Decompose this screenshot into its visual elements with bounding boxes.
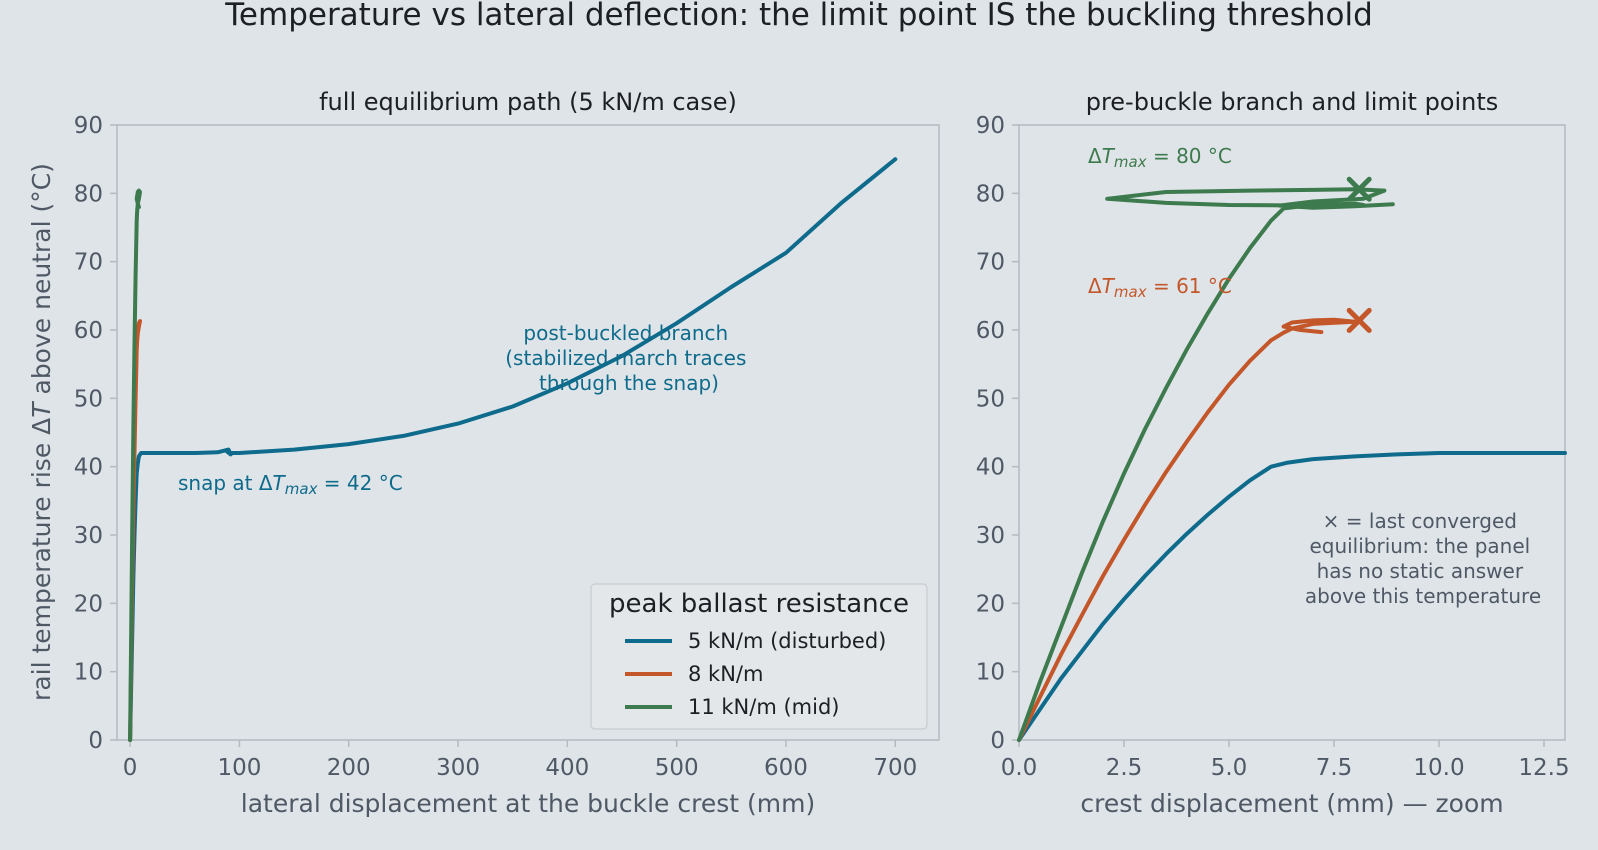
right-panel: pre-buckle branch and limit points 0.0 2.… bbox=[976, 88, 1570, 818]
left-series-lines bbox=[128, 157, 898, 742]
left-plot-frame bbox=[116, 124, 940, 741]
limit-marker-stroke bbox=[1346, 307, 1372, 333]
left-x-tick-label: 500 bbox=[655, 755, 699, 781]
limit-marker-stroke bbox=[1346, 176, 1372, 202]
post-buckled-annotation: post-buckled branch (stabilized march tr… bbox=[505, 321, 753, 395]
marker-explanation-line-2: equilibrium: the panel bbox=[1309, 534, 1530, 558]
annotation-11kn-part-1: Δ bbox=[1088, 144, 1102, 168]
snap-annotation-value: = 42 °C bbox=[317, 471, 402, 495]
right-plot-frame bbox=[1018, 124, 1566, 741]
left-x-tick-label: 200 bbox=[327, 755, 371, 781]
right-x-tick-label: 10.0 bbox=[1413, 755, 1464, 781]
left-y-axis-label: rail temperature rise ΔT above neutral (… bbox=[27, 163, 56, 701]
right-y-tick-label: 0 bbox=[990, 728, 1005, 754]
y-axis-label-part-1: rail temperature rise Δ bbox=[27, 418, 56, 701]
marker-explanation-line-4: above this temperature bbox=[1305, 584, 1541, 608]
right-x-tick-label: 12.5 bbox=[1518, 755, 1569, 781]
legend-label-8kn: 8 kN/m bbox=[688, 662, 763, 686]
left-x-tick-label: 100 bbox=[217, 755, 261, 781]
annotation-8kn-limit: ΔTmax = 61 °C bbox=[1088, 274, 1232, 301]
legend-title: peak ballast resistance bbox=[609, 589, 909, 619]
snap-annotation-part-1: snap at Δ bbox=[178, 471, 273, 495]
left-y-tick-label: 20 bbox=[74, 591, 103, 617]
annotation-8kn-value: = 61 °C bbox=[1147, 274, 1232, 298]
annotation-11kn-variable: T bbox=[1102, 144, 1116, 168]
right-x-tick-label: 2.5 bbox=[1106, 755, 1143, 781]
right-y-tick-label: 50 bbox=[976, 386, 1005, 412]
y-axis-label-variable: T bbox=[27, 401, 56, 418]
right-y-tick-label: 20 bbox=[976, 591, 1005, 617]
right-y-tick-label: 90 bbox=[976, 113, 1005, 139]
limit-point-markers bbox=[1346, 176, 1372, 333]
left-x-tick-label: 700 bbox=[873, 755, 917, 781]
left-x-tick-label: 400 bbox=[545, 755, 589, 781]
marker-explanation: × = last converged equilibrium: the pane… bbox=[1305, 509, 1541, 608]
right-series-8-kn-m bbox=[1017, 317, 1357, 742]
right-y-tick-label: 30 bbox=[976, 523, 1005, 549]
post-buckled-annotation-line-1: post-buckled branch bbox=[523, 321, 728, 345]
annotation-11kn-value: = 80 °C bbox=[1147, 144, 1232, 168]
snap-annotation: snap at ΔTmax = 42 °C bbox=[178, 471, 403, 498]
right-y-tick-label: 40 bbox=[976, 455, 1005, 481]
left-series-5-kn-m-disturbed bbox=[128, 157, 898, 742]
left-y-tick-label: 80 bbox=[74, 181, 103, 207]
right-x-tick-label: 7.5 bbox=[1316, 755, 1353, 781]
figure-title: Temperature vs lateral deflection: the l… bbox=[224, 0, 1373, 33]
limit-marker-8-kn-m bbox=[1346, 307, 1372, 333]
marker-explanation-line-3: has no static answer bbox=[1317, 559, 1524, 583]
right-panel-title: pre-buckle branch and limit points bbox=[1086, 88, 1499, 116]
right-y-tick-label: 10 bbox=[976, 660, 1005, 686]
left-x-tick-label: 600 bbox=[764, 755, 808, 781]
limit-marker-11-kn-m-mid bbox=[1346, 176, 1372, 202]
snap-annotation-variable: T bbox=[273, 471, 287, 495]
legend: peak ballast resistance 5 kN/m (disturbe… bbox=[590, 583, 928, 730]
left-panel: full equilibrium path (5 kN/m case) 0 100… bbox=[27, 88, 940, 818]
right-x-tick-label: 5.0 bbox=[1211, 755, 1248, 781]
annotation-8kn-part-1: Δ bbox=[1088, 274, 1102, 298]
left-series-11-kn-m-mid bbox=[128, 188, 142, 742]
left-y-tick-label: 30 bbox=[74, 523, 103, 549]
right-x-tick-label: 0.0 bbox=[1001, 755, 1038, 781]
annotation-8kn-variable: T bbox=[1102, 274, 1116, 298]
legend-box bbox=[590, 583, 928, 730]
right-y-tick-label: 60 bbox=[976, 318, 1005, 344]
right-series-5-kn-m-disturbed bbox=[1017, 451, 1567, 742]
annotation-11kn-limit: ΔTmax = 80 °C bbox=[1088, 144, 1232, 171]
left-y-tick-label: 60 bbox=[74, 318, 103, 344]
marker-explanation-line-1: × = last converged bbox=[1323, 509, 1517, 533]
snap-annotation-subscript: max bbox=[285, 480, 318, 498]
right-x-axis-label: crest displacement (mm) — zoom bbox=[1080, 789, 1503, 818]
left-x-tick-label: 0 bbox=[123, 755, 138, 781]
left-x-tick-label: 300 bbox=[436, 755, 480, 781]
post-buckled-annotation-line-2: (stabilized march traces bbox=[505, 346, 746, 370]
left-y-tick-label: 70 bbox=[74, 250, 103, 276]
left-panel-title: full equilibrium path (5 kN/m case) bbox=[319, 88, 737, 116]
legend-label-5kn: 5 kN/m (disturbed) bbox=[688, 629, 886, 653]
right-y-ticks: 0 10 20 30 40 50 60 70 80 90 bbox=[976, 113, 1019, 754]
right-y-tick-label: 70 bbox=[976, 250, 1005, 276]
legend-label-11kn: 11 kN/m (mid) bbox=[688, 695, 839, 719]
left-y-ticks: 0 10 20 30 40 50 60 70 80 90 bbox=[74, 113, 117, 754]
right-x-ticks: 0.0 2.5 5.0 7.5 10.0 12.5 bbox=[1001, 740, 1570, 781]
left-y-tick-label: 50 bbox=[74, 386, 103, 412]
left-x-axis-label: lateral displacement at the buckle crest… bbox=[241, 789, 815, 818]
left-x-ticks: 0 100 200 300 400 500 600 700 bbox=[123, 740, 917, 781]
left-y-tick-label: 10 bbox=[74, 660, 103, 686]
annotation-8kn-subscript: max bbox=[1114, 283, 1147, 301]
left-y-tick-label: 0 bbox=[88, 728, 103, 754]
annotation-11kn-subscript: max bbox=[1114, 153, 1147, 171]
left-y-tick-label: 40 bbox=[74, 455, 103, 481]
left-y-tick-label: 90 bbox=[74, 113, 103, 139]
right-y-tick-label: 80 bbox=[976, 181, 1005, 207]
post-buckled-annotation-line-3: through the snap) bbox=[539, 371, 719, 395]
y-axis-label-part-3: above neutral (°C) bbox=[27, 163, 56, 402]
